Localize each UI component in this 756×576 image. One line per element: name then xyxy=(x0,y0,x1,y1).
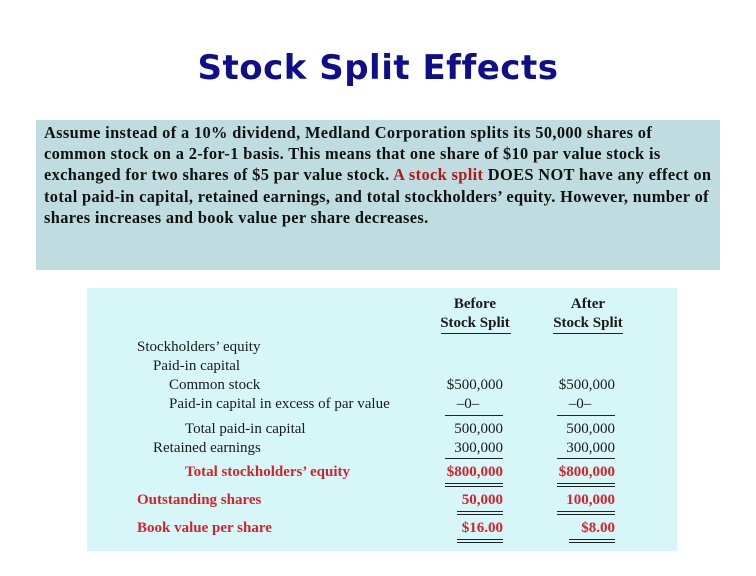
label-excess-par: Paid-in capital in excess of par value xyxy=(169,396,390,412)
label-paid-in-capital: Paid-in capital xyxy=(153,358,241,374)
header-after-line1: After xyxy=(570,296,606,312)
after-common: $500,000 xyxy=(558,377,615,393)
intro-text-end: DOES NOT have any effect on total paid-i… xyxy=(44,165,712,227)
header-after-line2: Stock Split xyxy=(553,315,623,331)
after-outstanding: 100,000 xyxy=(566,492,615,508)
after-equity-rule-1 xyxy=(557,483,615,484)
before-equity-rule-2 xyxy=(445,486,503,487)
label-book-value: Book value per share xyxy=(137,520,272,536)
after-total-equity: $800,000 xyxy=(558,464,615,480)
after-book-rule-2 xyxy=(569,542,615,543)
before-total-paid-in: 500,000 xyxy=(454,421,503,437)
after-retained: 300,000 xyxy=(566,440,615,456)
before-book-rule-1 xyxy=(457,539,503,540)
after-shares-rule-1 xyxy=(557,511,615,512)
after-excess: –0– xyxy=(568,396,592,412)
before-shares-rule-1 xyxy=(457,511,503,512)
intro-text: Assume instead of a 10% dividend, Medlan… xyxy=(44,123,661,185)
label-total-equity: Total stockholders’ equity xyxy=(185,464,351,480)
after-shares-rule-2 xyxy=(557,514,615,515)
after-total-paid-in: 500,000 xyxy=(566,421,615,437)
label-common-stock: Common stock xyxy=(169,377,261,393)
after-equity-rule-2 xyxy=(557,486,615,487)
after-subtotal-rule xyxy=(557,415,615,416)
before-book-rule-2 xyxy=(457,542,503,543)
label-total-paid-in: Total paid-in capital xyxy=(185,421,306,437)
header-before-line1: Before xyxy=(453,296,497,312)
slide-title: Stock Split Effects xyxy=(197,48,559,88)
label-outstanding-shares: Outstanding shares xyxy=(137,492,262,508)
after-total-rule xyxy=(557,458,615,459)
label-retained-earnings: Retained earnings xyxy=(153,440,261,456)
before-equity-rule-1 xyxy=(445,483,503,484)
before-book-value: $16.00 xyxy=(461,520,503,536)
before-common: $500,000 xyxy=(446,377,503,393)
header-before-rule xyxy=(441,333,511,334)
after-book-rule-1 xyxy=(569,539,615,540)
before-total-rule xyxy=(445,458,503,459)
label-stockholders-equity: Stockholders’ equity xyxy=(137,339,261,355)
equity-table: Before Stock Split After Stock Split Sto… xyxy=(87,288,677,551)
before-retained: 300,000 xyxy=(454,440,503,456)
before-subtotal-rule xyxy=(445,415,503,416)
before-total-equity: $800,000 xyxy=(446,464,503,480)
intro-text-box: Assume instead of a 10% dividend, Medlan… xyxy=(36,120,720,270)
after-book-value: $8.00 xyxy=(581,520,615,536)
before-shares-rule-2 xyxy=(457,514,503,515)
header-after-rule xyxy=(553,333,623,334)
before-excess: –0– xyxy=(456,396,480,412)
header-before: Before Stock Split xyxy=(425,295,525,333)
header-after: After Stock Split xyxy=(538,295,638,333)
header-before-line2: Stock Split xyxy=(440,315,510,331)
before-outstanding: 50,000 xyxy=(461,492,503,508)
intro-highlight: A stock split xyxy=(393,165,484,185)
